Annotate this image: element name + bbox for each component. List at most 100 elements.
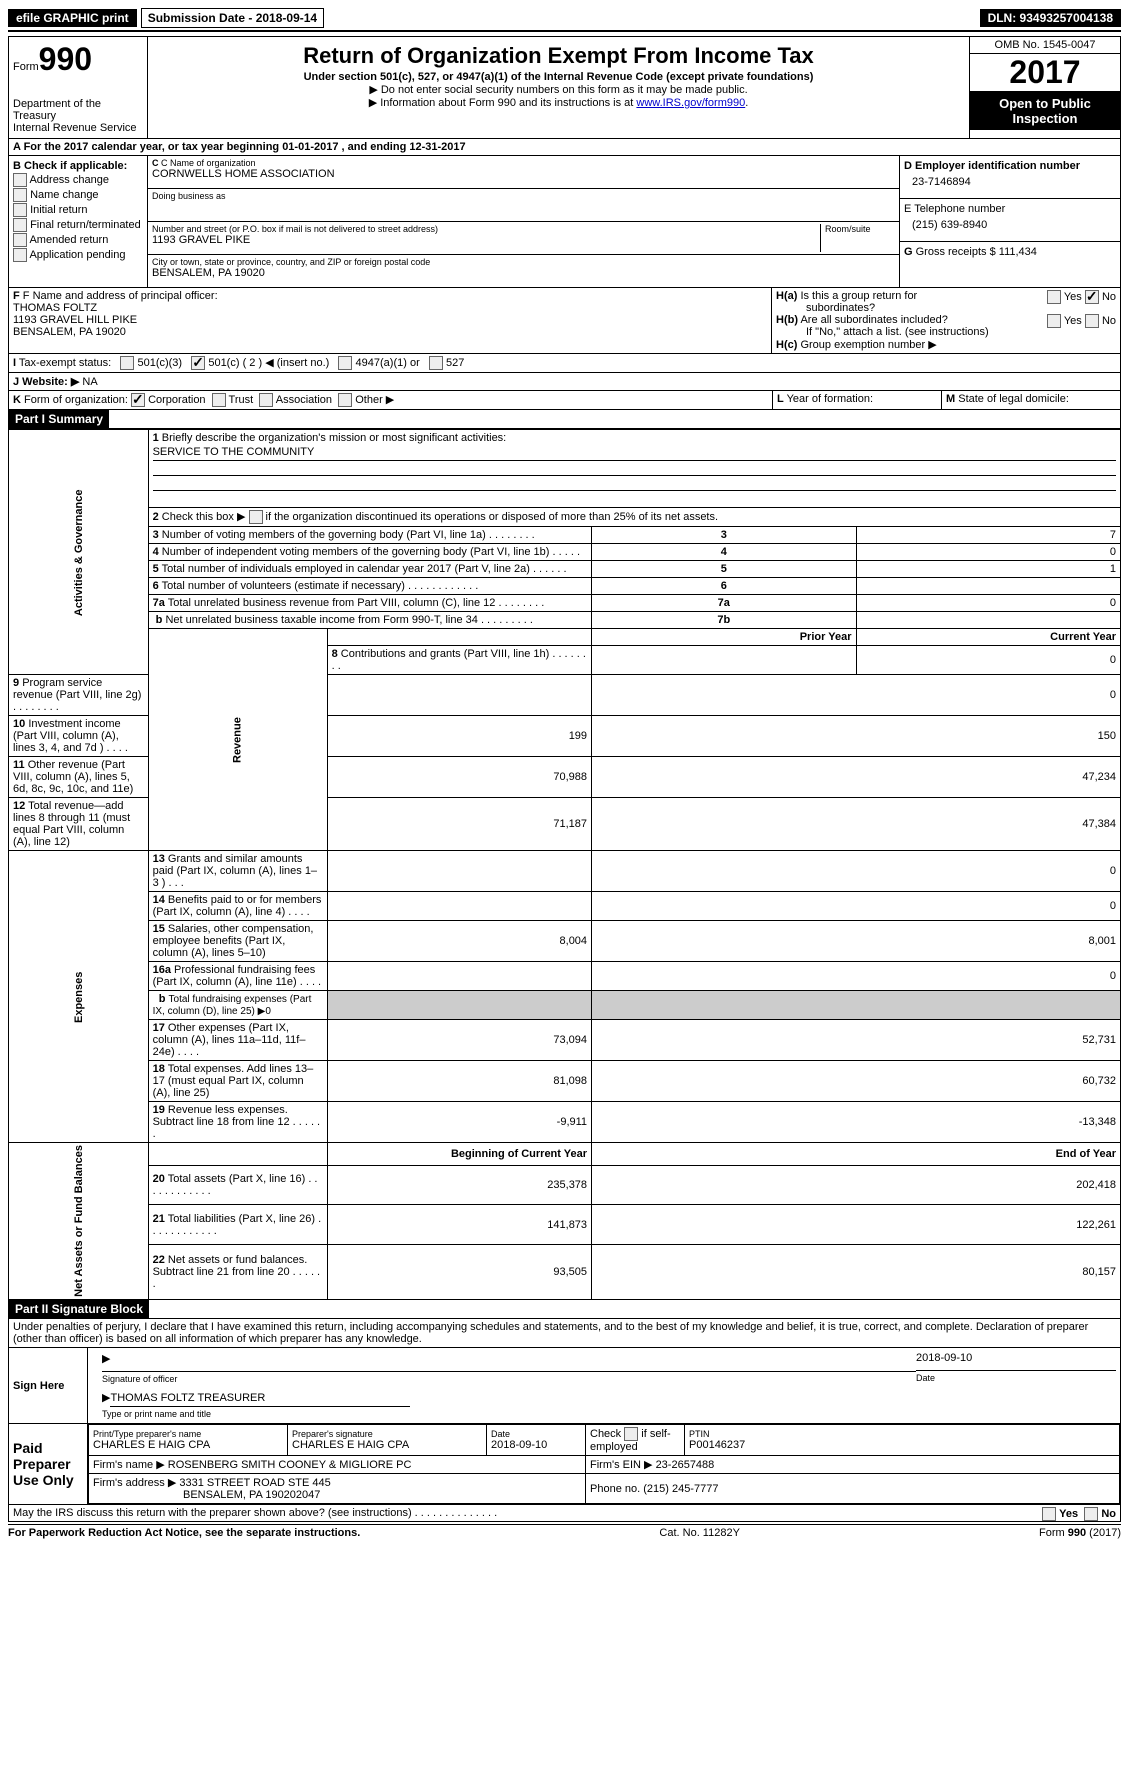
check-other[interactable] — [338, 393, 352, 407]
ptin-value: P00146237 — [689, 1439, 1115, 1451]
preparer-signature: CHARLES E HAIG CPA — [292, 1439, 482, 1451]
hc-exemption: H(c) Group exemption number ▶ — [776, 338, 1116, 351]
ein-value: 23-7146894 — [904, 176, 1116, 188]
hdr-prior-year: Prior Year — [592, 629, 856, 646]
irs-link[interactable]: www.IRS.gov/form990 — [636, 97, 745, 109]
table-row: 21 Total liabilities (Part X, line 26) .… — [9, 1205, 1121, 1244]
org-name: CORNWELLS HOME ASSOCIATION — [152, 168, 895, 180]
check-501c[interactable] — [191, 356, 205, 370]
type-name-label: Type or print name and title — [102, 1409, 1116, 1419]
check-527[interactable] — [429, 356, 443, 370]
info-note-pre: ▶ Information about Form 990 and its ins… — [369, 97, 637, 109]
check-association[interactable] — [259, 393, 273, 407]
org-name-label: C C Name of organization — [152, 158, 895, 168]
check-corporation[interactable] — [131, 393, 145, 407]
firm-addr2: BENSALEM, PA 190202047 — [93, 1489, 320, 1501]
q1-value: SERVICE TO THE COMMUNITY — [153, 444, 1116, 461]
table-row: 3 Number of voting members of the govern… — [9, 527, 1121, 544]
city-value: BENSALEM, PA 19020 — [152, 267, 895, 279]
page-footer: For Paperwork Reduction Act Notice, see … — [8, 1524, 1121, 1541]
footer-mid: Cat. No. 11282Y — [659, 1527, 740, 1539]
header-left: Form990 Department of the Treasury Inter… — [9, 37, 148, 138]
check-address-change[interactable]: Address change — [13, 173, 143, 187]
officer-addr1: 1193 GRAVEL HILL PIKE — [13, 314, 767, 326]
header-right: OMB No. 1545-0047 2017 Open to Public In… — [970, 37, 1120, 138]
form-subtitle: Under section 501(c), 527, or 4947(a)(1)… — [152, 71, 965, 83]
table-row: 16a Professional fundraising fees (Part … — [9, 962, 1121, 991]
firm-addr1: 3331 STREET ROAD STE 445 — [179, 1477, 330, 1489]
side-expenses: Expenses — [9, 851, 149, 1143]
hdr-boy: Beginning of Current Year — [327, 1143, 591, 1166]
check-final-return[interactable]: Final return/terminated — [13, 218, 143, 232]
section-a-period: A For the 2017 calendar year, or tax yea… — [8, 139, 1121, 156]
form-title: Return of Organization Exempt From Incom… — [152, 43, 965, 69]
table-row: 6 Total number of volunteers (estimate i… — [9, 578, 1121, 595]
phone-label: E Telephone number — [904, 203, 1116, 215]
col-b-header: B Check if applicable: — [13, 160, 143, 172]
preparer-date: 2018-09-10 — [491, 1439, 581, 1451]
room-label: Room/suite — [825, 224, 895, 234]
preparer-table: Print/Type preparer's nameCHARLES E HAIG… — [88, 1424, 1120, 1504]
footer-right: Form 990 (2017) — [1039, 1527, 1121, 1539]
info-grid: B Check if applicable: Address change Na… — [8, 156, 1121, 288]
form-number: 990 — [39, 41, 92, 77]
part2-header-row: Part II Signature Block — [8, 1300, 1121, 1319]
table-row: b Net unrelated business taxable income … — [9, 612, 1121, 629]
table-row: 20 Total assets (Part X, line 16) . . . … — [9, 1166, 1121, 1205]
check-application-pending[interactable]: Application pending — [13, 248, 143, 262]
table-row: 14 Benefits paid to or for members (Part… — [9, 892, 1121, 921]
part1-header-row: Part I Summary — [8, 410, 1121, 429]
table-row: 4 Number of independent voting members o… — [9, 544, 1121, 561]
hb-yes[interactable] — [1047, 314, 1061, 328]
city-label: City or town, state or province, country… — [152, 257, 895, 267]
check-trust[interactable] — [212, 393, 226, 407]
efile-button[interactable]: efile GRAPHIC print — [8, 9, 137, 27]
discuss-row: May the IRS discuss this return with the… — [8, 1505, 1121, 1522]
sign-here-label: Sign Here — [9, 1348, 88, 1423]
col-b-checkboxes: B Check if applicable: Address change Na… — [9, 156, 148, 287]
gross-receipts-value: 111,434 — [999, 246, 1037, 258]
discuss-yes[interactable] — [1042, 1507, 1056, 1521]
discuss-no[interactable] — [1084, 1507, 1098, 1521]
website-value: NA — [82, 376, 97, 388]
top-bar: efile GRAPHIC print Submission Date - 20… — [8, 8, 1121, 32]
table-row: 22 Net assets or fund balances. Subtract… — [9, 1244, 1121, 1299]
check-initial-return[interactable]: Initial return — [13, 203, 143, 217]
row-klm: K Form of organization: Corporation Trus… — [8, 391, 1121, 410]
gross-receipts-label: G Gross receipts $ — [904, 246, 999, 258]
table-row: b Total fundraising expenses (Part IX, c… — [9, 991, 1121, 1020]
side-governance: Activities & Governance — [9, 430, 149, 675]
ha-yes[interactable] — [1047, 290, 1061, 304]
info-note: ▶ Information about Form 990 and its ins… — [152, 96, 965, 109]
self-employed: Check if self-employed — [586, 1425, 685, 1456]
hb-no[interactable] — [1085, 314, 1099, 328]
sig-officer-label: Signature of officer — [102, 1374, 916, 1384]
group-return-section: H(a) Is this a group return for Yes No s… — [772, 288, 1120, 353]
table-row: 18 Total expenses. Add lines 13–17 (must… — [9, 1061, 1121, 1102]
col-de: D Employer identification number 23-7146… — [900, 156, 1120, 287]
omb-number: OMB No. 1545-0047 — [970, 37, 1120, 54]
ha-no[interactable] — [1085, 290, 1099, 304]
sig-date-label: Date — [916, 1373, 1116, 1383]
dept-label: Department of the Treasury — [13, 98, 143, 122]
q2-check[interactable] — [249, 510, 263, 524]
officer-name: THOMAS FOLTZ — [13, 302, 767, 314]
check-501c3[interactable] — [120, 356, 134, 370]
firm-name: ROSENBERG SMITH COONEY & MIGLIORE PC — [168, 1459, 412, 1471]
perjury-text: Under penalties of perjury, I declare th… — [9, 1319, 1120, 1348]
dln-label: DLN: 93493257004138 — [980, 9, 1121, 27]
principal-officer: F F Name and address of principal office… — [9, 288, 772, 353]
preparer-name: CHARLES E HAIG CPA — [93, 1439, 283, 1451]
paid-preparer-label: Paid Preparer Use Only — [9, 1424, 88, 1504]
sig-date: 2018-09-10 — [916, 1352, 1116, 1364]
firm-ein: 23-2657488 — [656, 1459, 715, 1471]
check-4947[interactable] — [338, 356, 352, 370]
officer-label: F F Name and address of principal office… — [13, 290, 767, 302]
row-fh: F F Name and address of principal office… — [8, 288, 1121, 354]
check-name-change[interactable]: Name change — [13, 188, 143, 202]
check-self-employed[interactable] — [624, 1427, 638, 1441]
state-domicile: M State of legal domicile: — [942, 391, 1120, 409]
ein-label: D Employer identification number — [904, 160, 1116, 172]
check-amended-return[interactable]: Amended return — [13, 233, 143, 247]
table-row: 15 Salaries, other compensation, employe… — [9, 921, 1121, 962]
